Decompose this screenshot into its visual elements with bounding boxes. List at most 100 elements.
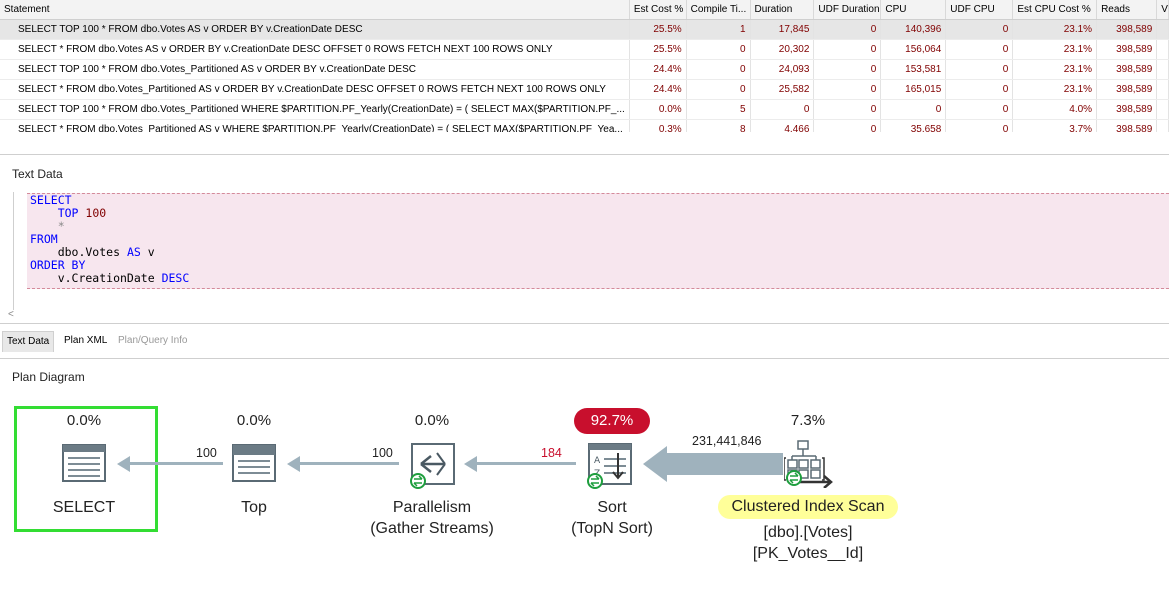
scan-node-label: Clustered Index Scan	[718, 495, 898, 519]
cell-est-cost: 0.0%	[629, 99, 687, 120]
scroll-left-arrow-icon[interactable]: <	[8, 309, 14, 320]
cell-cpu: 156,064	[880, 39, 947, 60]
cell-udf-cpu: 0	[945, 39, 1014, 60]
code-line: ORDER BY	[30, 259, 85, 272]
statement-table[interactable]: Statement Est Cost % Compile Ti... Durat…	[0, 0, 1169, 132]
sort-cost-pct: 92.7%	[574, 408, 650, 434]
parallelism-icon[interactable]	[409, 443, 457, 491]
cell-udf-duration: 0	[813, 39, 882, 60]
statement-grid[interactable]: Statement Est Cost % Compile Ti... Durat…	[0, 0, 1169, 132]
code-token: SELECT	[30, 193, 72, 207]
top-cost-pct: 0.0%	[236, 412, 272, 429]
cell-statement: SELECT * FROM dbo.Votes_Partitioned AS v…	[0, 79, 630, 100]
table-row[interactable]: SELECT TOP 100 * FROM dbo.Votes_Partitio…	[0, 99, 1169, 120]
col-compile-time[interactable]: Compile Ti...	[686, 0, 751, 20]
cell-v	[1156, 59, 1169, 80]
sql-text-editor[interactable]	[27, 193, 1169, 289]
cell-udf-cpu: 0	[945, 99, 1014, 120]
select-cost-pct: 0.0%	[66, 412, 102, 429]
cell-v	[1156, 79, 1169, 100]
col-reads[interactable]: Reads	[1096, 0, 1158, 20]
edge-arrow-icon	[287, 456, 300, 472]
edge-line	[476, 462, 576, 465]
cell-compile: 0	[686, 59, 751, 80]
table-row[interactable]: SELECT TOP 100 * FROM dbo.Votes_Partitio…	[0, 59, 1169, 80]
code-token: 100	[85, 206, 107, 220]
clustered-index-scan-icon[interactable]	[784, 440, 840, 488]
edge-arrow-icon	[117, 456, 130, 472]
cell-cpu: 35,658	[880, 119, 947, 132]
parallelism-node-sublabel: (Gather Streams)	[370, 520, 494, 537]
col-statement[interactable]: Statement	[0, 0, 630, 20]
table-row[interactable]: SELECT * FROM dbo.Votes_Partitioned AS v…	[0, 119, 1169, 132]
edge-arrow-icon	[464, 456, 477, 472]
cell-est-cpu-cost: 4.0%	[1012, 99, 1098, 120]
cell-reads: 398,589	[1096, 19, 1158, 40]
cell-statement: SELECT * FROM dbo.Votes_Partitioned AS v…	[0, 119, 630, 132]
text-data-title: Text Data	[12, 167, 63, 181]
cell-duration: 20,302	[750, 39, 815, 60]
cell-v	[1156, 99, 1169, 120]
cell-v	[1156, 39, 1169, 60]
scan-node-index: [PK_Votes__Id]	[752, 545, 864, 562]
cell-cpu: 140,396	[880, 19, 947, 40]
cell-compile: 0	[686, 39, 751, 60]
scan-node-table: [dbo].[Votes]	[763, 524, 853, 541]
cell-v	[1156, 19, 1169, 40]
cell-udf-duration: 0	[813, 99, 882, 120]
parallelism-node-label: Parallelism	[392, 499, 472, 516]
cell-est-cost: 25.5%	[629, 39, 687, 60]
code-token: FROM	[30, 232, 58, 246]
cell-est-cpu-cost: 23.1%	[1012, 39, 1098, 60]
cell-statement: SELECT * FROM dbo.Votes AS v ORDER BY v.…	[0, 39, 630, 60]
cell-reads: 398,589	[1096, 79, 1158, 100]
cell-statement: SELECT TOP 100 * FROM dbo.Votes AS v ORD…	[0, 19, 630, 40]
code-token: v.CreationDate	[30, 271, 162, 285]
cell-udf-cpu: 0	[945, 19, 1014, 40]
selected-node-highlight	[14, 406, 158, 532]
col-est-cost[interactable]: Est Cost %	[629, 0, 687, 20]
cell-est-cpu-cost: 23.1%	[1012, 19, 1098, 40]
tab-plan-xml[interactable]: Plan XML	[64, 335, 108, 346]
edge-rowcount: 231,441,846	[692, 434, 762, 448]
col-v[interactable]: V	[1156, 0, 1169, 20]
col-udf-duration[interactable]: UDF Duration	[813, 0, 882, 20]
col-duration[interactable]: Duration	[750, 0, 815, 20]
select-icon[interactable]	[62, 443, 106, 483]
cell-duration: 25,582	[750, 79, 815, 100]
code-line: SELECT	[30, 194, 72, 207]
cell-udf-duration: 0	[813, 59, 882, 80]
code-token: DESC	[161, 271, 190, 285]
cell-udf-cpu: 0	[945, 79, 1014, 100]
col-cpu[interactable]: CPU	[880, 0, 947, 20]
cell-statement: SELECT TOP 100 * FROM dbo.Votes_Partitio…	[0, 99, 630, 120]
table-row[interactable]: SELECT TOP 100 * FROM dbo.Votes AS v ORD…	[0, 19, 1169, 40]
cell-est-cost: 24.4%	[629, 79, 687, 100]
cell-est-cost: 25.5%	[629, 19, 687, 40]
cell-duration: 17,845	[750, 19, 815, 40]
editor-gutter	[13, 192, 14, 310]
cell-cpu: 0	[880, 99, 947, 120]
table-row[interactable]: SELECT * FROM dbo.Votes AS v ORDER BY v.…	[0, 39, 1169, 60]
divider	[0, 358, 1169, 359]
code-line: v.CreationDate DESC	[30, 271, 190, 285]
table-row[interactable]: SELECT * FROM dbo.Votes_Partitioned AS v…	[0, 79, 1169, 100]
sort-icon[interactable]: A Z	[586, 443, 634, 491]
col-udf-cpu[interactable]: UDF CPU	[945, 0, 1014, 20]
cell-v	[1156, 119, 1169, 132]
top-node-label: Top	[241, 499, 267, 516]
scan-cost-pct: 7.3%	[790, 412, 826, 429]
code-line: dbo.Votes AS v	[30, 246, 155, 259]
cell-reads: 398,589	[1096, 99, 1158, 120]
edge-rowcount: 100	[196, 446, 217, 460]
divider	[0, 154, 1169, 155]
tab-plan-query-info[interactable]: Plan/Query Info	[118, 335, 188, 346]
top-icon[interactable]	[232, 443, 276, 483]
col-est-cpu-cost[interactable]: Est CPU Cost %	[1012, 0, 1098, 20]
detail-tabs: Text Data Plan XML Plan/Query Info	[0, 331, 1169, 352]
cell-cpu: 165,015	[880, 79, 947, 100]
parallelism-cost-pct: 0.0%	[414, 412, 450, 429]
tab-text-data[interactable]: Text Data	[2, 331, 55, 352]
cell-cpu: 153,581	[880, 59, 947, 80]
cell-udf-duration: 0	[813, 19, 882, 40]
